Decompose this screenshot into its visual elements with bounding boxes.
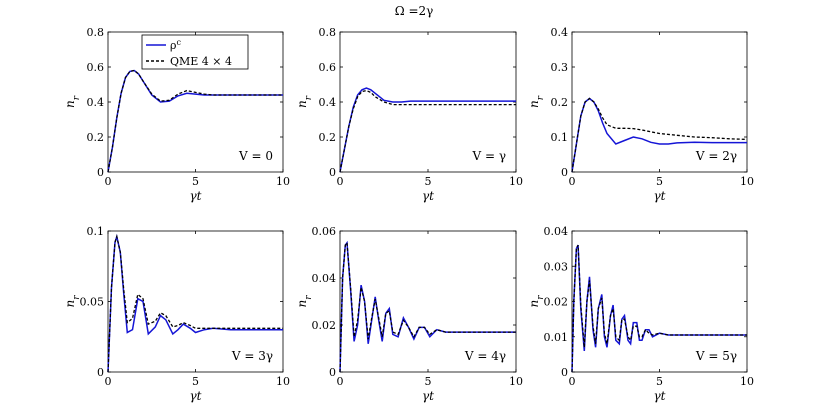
y-tick-label: 0.3 (551, 61, 569, 74)
x-axis-label: γt (190, 189, 202, 203)
y-tick-label: 0.4 (87, 96, 105, 109)
legend: ρc QME 4 × 4 (141, 34, 249, 70)
chart-panel-2: 0 5 10 0 0.2 0.4 0.6 0.8 γt nr V = γ (295, 26, 523, 203)
y-tick-label: 0.01 (544, 331, 569, 344)
y-tick-label: 0.1 (551, 131, 569, 144)
figure-title: Ω =2γ (395, 4, 434, 18)
x-axis-label: γt (422, 389, 434, 403)
y-tick-label: 0 (561, 366, 568, 379)
y-tick-label: 0 (561, 166, 568, 179)
series-line-rho (571, 97, 747, 173)
y-axis-label: nr (527, 95, 546, 108)
y-tick-label: 0 (97, 366, 104, 379)
x-tick-label: 5 (425, 175, 432, 188)
x-tick-label: 10 (740, 375, 754, 388)
y-tick-label: 0.2 (87, 131, 105, 144)
y-tick-label: 0.6 (319, 61, 337, 74)
panel-annotation: V = 5γ (695, 349, 737, 363)
y-axis-label: nr (295, 95, 314, 108)
y-tick-label: 0.4 (551, 26, 569, 39)
y-tick-label: 0 (329, 166, 336, 179)
y-tick-label: 0.03 (544, 260, 569, 273)
x-tick-label: 5 (656, 175, 663, 188)
legend-label-qme: QME 4 × 4 (170, 55, 232, 68)
y-tick-label: 0.1 (87, 225, 105, 238)
series-line-qme (571, 97, 748, 173)
panel-annotation: V = 0 (238, 149, 273, 163)
chart-panel-5: 0 5 10 0 0.02 0.04 0.06 γt nr V = 4γ (295, 225, 523, 403)
x-tick-label: 0 (105, 375, 112, 388)
x-axis-label: γt (654, 389, 666, 403)
y-tick-label: 0.2 (319, 131, 337, 144)
panel-annotation: V = 4γ (464, 349, 506, 363)
x-tick-label: 5 (656, 375, 663, 388)
y-tick-label: 0 (329, 366, 336, 379)
y-axis-label: nr (63, 95, 82, 108)
x-axis-label: γt (422, 189, 434, 203)
y-tick-label: 0.05 (80, 296, 105, 309)
y-tick-label: 0.6 (87, 61, 105, 74)
series-line-qme (339, 241, 516, 373)
x-tick-label: 0 (105, 175, 112, 188)
x-tick-label: 5 (192, 375, 199, 388)
series-line-qme (107, 234, 283, 373)
y-tick-label: 0.8 (87, 26, 105, 39)
y-tick-label: 0.04 (544, 225, 569, 238)
legend-box (141, 34, 249, 70)
y-tick-label: 0.2 (551, 96, 569, 109)
panel-annotation: V = 3γ (231, 349, 273, 363)
panel-annotation: V = γ (471, 149, 506, 163)
x-tick-label: 10 (276, 175, 290, 188)
x-tick-label: 10 (509, 375, 523, 388)
y-tick-label: 0.02 (544, 296, 569, 309)
y-axis-label: nr (295, 295, 314, 308)
x-tick-label: 0 (337, 175, 344, 188)
x-tick-label: 10 (276, 375, 290, 388)
x-tick-label: 5 (425, 375, 432, 388)
y-tick-label: 0.4 (319, 96, 337, 109)
x-axis-label: γt (654, 189, 666, 203)
y-tick-label: 0.8 (319, 26, 337, 39)
x-tick-label: 0 (337, 375, 344, 388)
y-tick-label: 0.06 (312, 225, 337, 238)
y-tick-label: 0.02 (312, 319, 337, 332)
panels: 0 5 10 0 0.2 0.4 0.6 0.8 γt nr V = 0 0 5 10 0 0.2 0.4 0.6… (63, 26, 754, 403)
x-tick-label: 10 (509, 175, 523, 188)
panel-annotation: V = 2γ (695, 149, 737, 163)
series-line-qme (571, 244, 747, 373)
x-tick-label: 10 (740, 175, 754, 188)
x-tick-label: 5 (192, 175, 199, 188)
x-tick-label: 0 (569, 175, 576, 188)
x-tick-label: 0 (569, 375, 576, 388)
y-tick-label: 0 (97, 166, 104, 179)
chart-panel-3: 0 5 10 0 0.1 0.2 0.3 0.4 γt nr V = 2γ (527, 26, 754, 203)
legend-label-rho: ρc (170, 38, 181, 53)
x-axis-label: γt (190, 389, 202, 403)
series-line-qme (107, 69, 283, 173)
y-tick-label: 0.04 (312, 272, 337, 285)
